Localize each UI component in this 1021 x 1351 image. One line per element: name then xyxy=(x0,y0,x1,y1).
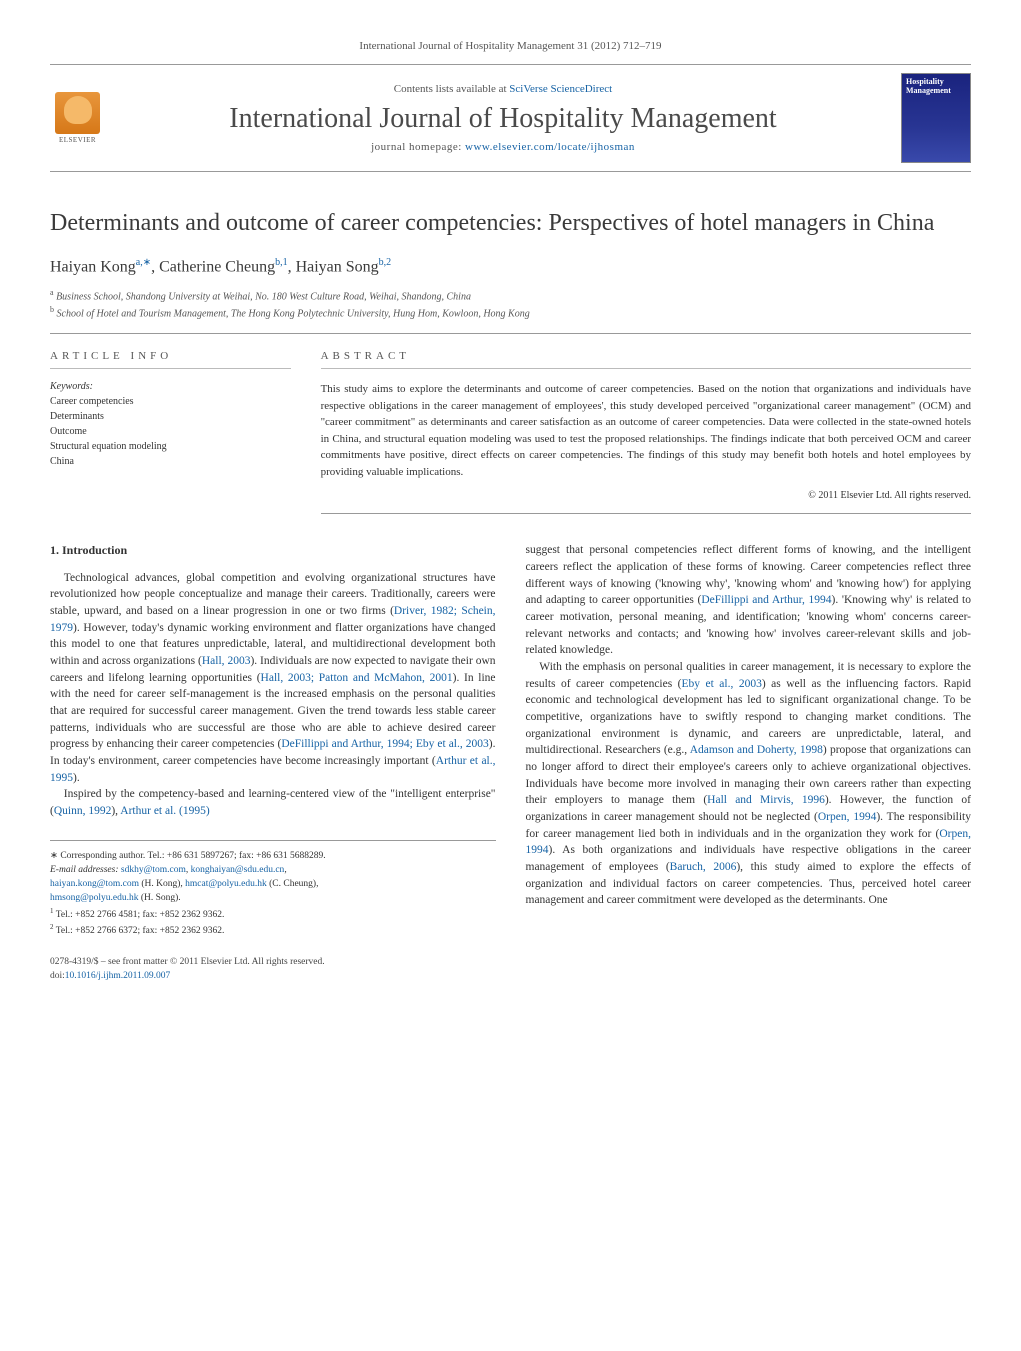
elsevier-logo: ELSEVIER xyxy=(50,88,105,148)
keyword-item: Career competencies xyxy=(50,394,291,409)
journal-homepage-link[interactable]: www.elsevier.com/locate/ijhosman xyxy=(465,141,635,153)
elsevier-tree-icon xyxy=(55,92,100,134)
author-2: Catherine Cheung xyxy=(159,259,275,276)
citation-link[interactable]: Arthur et al., 1995 xyxy=(50,755,496,784)
journal-homepage-line: journal homepage: www.elsevier.com/locat… xyxy=(105,141,901,153)
author-1-affil-link[interactable]: a,∗ xyxy=(136,257,151,268)
citation-link[interactable]: Quinn, 1992 xyxy=(54,805,112,817)
issn-copyright-line: 0278-4319/$ – see front matter © 2011 El… xyxy=(50,956,971,969)
copyright-line: © 2011 Elsevier Ltd. All rights reserved… xyxy=(321,490,971,514)
citation-link[interactable]: DeFillippi and Arthur, 1994 xyxy=(701,594,831,606)
running-head: International Journal of Hospitality Man… xyxy=(50,40,971,52)
email-addresses: E-mail addresses: sdkhy@tom.com, konghai… xyxy=(50,863,496,906)
column-left: 1. Introduction Technological advances, … xyxy=(50,542,496,938)
journal-title: International Journal of Hospitality Man… xyxy=(105,103,901,135)
column-right: suggest that personal competencies refle… xyxy=(526,542,972,938)
affiliations: a Business School, Shandong University a… xyxy=(50,287,971,322)
article-title: Determinants and outcome of career compe… xyxy=(50,208,971,239)
body-columns: 1. Introduction Technological advances, … xyxy=(50,542,971,938)
doi-prefix: doi: xyxy=(50,971,65,981)
citation-link[interactable]: Arthur et al. (1995) xyxy=(120,805,209,817)
footnote-2: 2 Tel.: +852 2766 6372; fax: +852 2362 9… xyxy=(50,922,496,938)
keywords-list: Career competencies Determinants Outcome… xyxy=(50,394,291,469)
citation-link[interactable]: Adamson and Doherty, 1998 xyxy=(690,744,823,756)
citation-link[interactable]: Eby et al., 2003 xyxy=(682,678,762,690)
citation-link[interactable]: Orpen, 1994 xyxy=(818,811,876,823)
homepage-prefix: journal homepage: xyxy=(371,141,465,153)
keyword-item: Outcome xyxy=(50,424,291,439)
citation-link[interactable]: Orpen, 1994 xyxy=(526,828,972,857)
author-2-affil-link[interactable]: b,1 xyxy=(275,257,288,268)
cover-title-text: Hospitality Management xyxy=(906,78,966,96)
citation-link[interactable]: Driver, 1982; Schein, 1979 xyxy=(50,605,496,634)
sciencedirect-link[interactable]: SciVerse ScienceDirect xyxy=(509,83,612,95)
emails-label: E-mail addresses: xyxy=(50,865,121,875)
footnotes: ∗ Corresponding author. Tel.: +86 631 58… xyxy=(50,840,496,939)
footnote-2-text: Tel.: +852 2766 6372; fax: +852 2362 936… xyxy=(56,926,225,936)
author-1: Haiyan Kong xyxy=(50,259,136,276)
email-attribution: (H. Kong), xyxy=(139,879,185,889)
corresponding-author-note: ∗ Corresponding author. Tel.: +86 631 58… xyxy=(50,849,496,863)
email-link[interactable]: konghaiyan@sdu.edu.cn xyxy=(191,865,285,875)
keyword-item: Structural equation modeling xyxy=(50,439,291,454)
contents-prefix: Contents lists available at xyxy=(394,83,509,95)
body-paragraph: Technological advances, global competiti… xyxy=(50,570,496,787)
author-list: Haiyan Konga,∗, Catherine Cheungb,1, Hai… xyxy=(50,257,971,276)
email-link[interactable]: sdkhy@tom.com xyxy=(121,865,186,875)
article-info-heading: article info xyxy=(50,350,291,369)
email-link[interactable]: hmcat@polyu.edu.hk xyxy=(185,879,267,889)
keyword-item: China xyxy=(50,454,291,469)
publisher-logo-block: ELSEVIER xyxy=(50,88,105,148)
section-1-heading: 1. Introduction xyxy=(50,542,496,559)
masthead: ELSEVIER Contents lists available at Sci… xyxy=(50,64,971,172)
doi-line: doi:10.1016/j.ijhm.2011.09.007 xyxy=(50,970,971,983)
abstract-text: This study aims to explore the determina… xyxy=(321,381,971,480)
citation-link[interactable]: Hall and Mirvis, 1996 xyxy=(707,794,825,806)
author-3-affil-link[interactable]: b,2 xyxy=(379,257,392,268)
footnote-1-text: Tel.: +852 2766 4581; fax: +852 2362 936… xyxy=(56,910,225,920)
citation-link[interactable]: DeFillippi and Arthur, 1994; Eby et al.,… xyxy=(281,738,488,750)
author-3: Haiyan Song xyxy=(296,259,379,276)
elsevier-label: ELSEVIER xyxy=(59,136,96,144)
keyword-item: Determinants xyxy=(50,409,291,424)
body-paragraph: suggest that personal competencies refle… xyxy=(526,542,972,659)
contents-available-line: Contents lists available at SciVerse Sci… xyxy=(105,83,901,95)
footnote-1: 1 Tel.: +852 2766 4581; fax: +852 2362 9… xyxy=(50,906,496,922)
journal-cover-thumbnail: Hospitality Management xyxy=(901,73,971,163)
email-link[interactable]: hmsong@polyu.edu.hk xyxy=(50,893,138,903)
affiliation-a: a Business School, Shandong University a… xyxy=(50,287,971,304)
bottom-publication-info: 0278-4319/$ – see front matter © 2011 El… xyxy=(50,956,971,983)
citation-link[interactable]: Hall, 2003 xyxy=(202,655,251,667)
abstract-heading: abstract xyxy=(321,350,971,369)
body-paragraph: Inspired by the competency-based and lea… xyxy=(50,786,496,819)
doi-link[interactable]: 10.1016/j.ijhm.2011.09.007 xyxy=(65,971,170,981)
affiliation-b: b School of Hotel and Tourism Management… xyxy=(50,304,971,321)
email-attribution: (H. Song). xyxy=(138,893,180,903)
article-info-column: article info Keywords: Career competenci… xyxy=(50,350,291,514)
article-info-abstract-block: article info Keywords: Career competenci… xyxy=(50,333,971,514)
affiliation-a-text: Business School, Shandong University at … xyxy=(56,291,471,302)
citation-link[interactable]: Hall, 2003; Patton and McMahon, 2001 xyxy=(261,672,453,684)
email-attribution: (C. Cheung), xyxy=(267,879,319,889)
masthead-center: Contents lists available at SciVerse Sci… xyxy=(105,83,901,153)
email-link[interactable]: haiyan.kong@tom.com xyxy=(50,879,139,889)
body-paragraph: With the emphasis on personal qualities … xyxy=(526,659,972,909)
affiliation-b-text: School of Hotel and Tourism Management, … xyxy=(57,308,530,319)
keywords-label: Keywords: xyxy=(50,381,291,392)
abstract-column: abstract This study aims to explore the … xyxy=(321,350,971,514)
citation-link[interactable]: Baruch, 2006 xyxy=(670,861,737,873)
